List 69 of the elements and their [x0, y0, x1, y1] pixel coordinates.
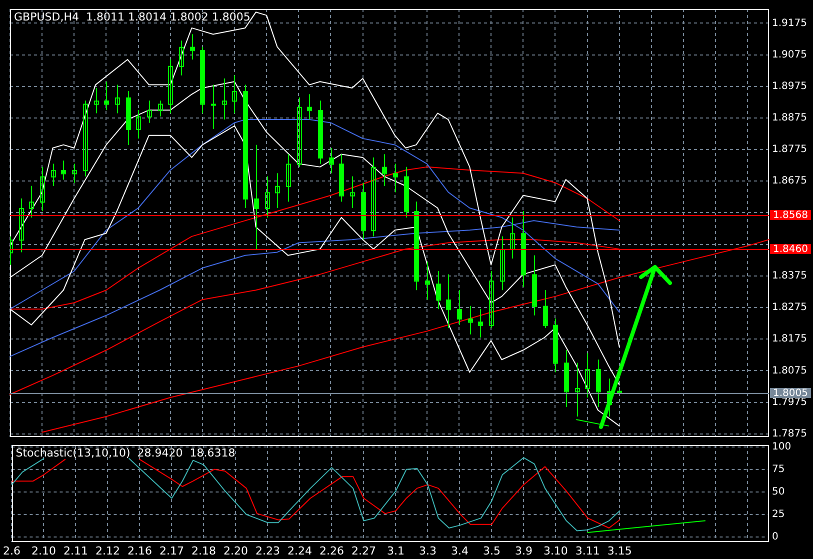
x-tick-label: 3.5: [482, 544, 500, 558]
candlestick: [94, 87, 99, 114]
y-tick-label: 1.8875: [772, 112, 807, 124]
y-tick-label: 25: [772, 509, 785, 520]
candlestick: [115, 84, 120, 114]
candlestick: [232, 74, 237, 114]
candlestick: [147, 100, 152, 124]
x-tick-label: 3.3: [418, 544, 436, 558]
y-tick-label: 1.9075: [772, 49, 807, 60]
candlestick: [40, 166, 45, 212]
candlestick: [211, 84, 216, 130]
x-tick-label: 2.10: [31, 544, 56, 558]
candlestick: [286, 154, 291, 202]
x-tick-label: 3.11: [575, 544, 600, 558]
candlestick: [575, 362, 580, 417]
x-tick-label: 2.18: [191, 544, 216, 558]
candlestick: [350, 176, 355, 208]
x-tick-label: 2.16: [127, 544, 152, 558]
y-tick-label: 1.8675: [772, 176, 807, 187]
y-tick-label: 1.8075: [772, 365, 807, 376]
y-tick-label: 1.9175: [772, 18, 807, 29]
ref-line-label: 1.8460: [773, 244, 808, 256]
x-tick-label: 2.12: [95, 544, 120, 558]
candlestick: [83, 100, 88, 177]
candlestick: [158, 100, 163, 117]
x-tick-label: 3.10: [543, 544, 568, 558]
x-tick-label: 3.4: [450, 544, 468, 558]
candlestick: [297, 96, 302, 168]
candlestick: [500, 236, 505, 291]
candlestick: [51, 163, 56, 186]
y-tick-label: 1.8275: [772, 302, 807, 314]
y-tick-label: 1.8975: [772, 80, 807, 92]
candlestick: [19, 198, 24, 253]
y-tick-label: 1.7875: [772, 428, 807, 440]
x-tick-label: 3.15: [607, 544, 632, 558]
x-tick-label: 2.27: [351, 544, 376, 558]
x-tick-label: 2.23: [255, 544, 280, 558]
x-tick-label: 2.6: [2, 544, 20, 558]
ref-line-label: 1.8568: [773, 210, 808, 222]
candlestick: [371, 156, 376, 237]
x-tick-label: 2.17: [159, 544, 184, 558]
candlestick: [29, 185, 34, 218]
candlestick: [265, 176, 270, 218]
x-tick-label: 2.11: [63, 544, 88, 558]
chart-title: GBPUSD,H4 1.8011 1.8014 1.8002 1.8005: [14, 10, 250, 24]
x-tick-label: 2.26: [319, 544, 344, 558]
candlestick: [168, 59, 173, 114]
chart-title: Stochastic(13,10,10) 28.9420 18.6318: [16, 446, 236, 460]
candlestick: [585, 352, 590, 398]
candlestick: [510, 216, 515, 260]
candlestick: [489, 270, 494, 329]
x-tick-label: 3.1: [386, 544, 404, 558]
x-tick-label: 2.20: [223, 544, 248, 558]
candlestick: [179, 40, 184, 76]
candlestick: [275, 172, 280, 208]
y-tick-label: 75: [772, 464, 785, 475]
ref-line-label: 1.8005: [773, 388, 808, 400]
candlestick: [72, 163, 77, 184]
y-tick-label: 1.8775: [772, 144, 807, 156]
candlestick: [136, 110, 141, 140]
y-tick-label: 100: [772, 441, 792, 452]
candlestick: [222, 78, 227, 120]
y-tick-label: 1.8175: [772, 334, 807, 345]
x-tick-label: 2.24: [287, 544, 312, 558]
y-tick-label: 50: [772, 486, 785, 498]
x-tick-label: 3.9: [514, 544, 532, 558]
y-tick-label: 1.8375: [772, 270, 807, 282]
y-tick-label: 0: [772, 532, 778, 543]
y-tick-label: 1.7975: [772, 396, 807, 408]
